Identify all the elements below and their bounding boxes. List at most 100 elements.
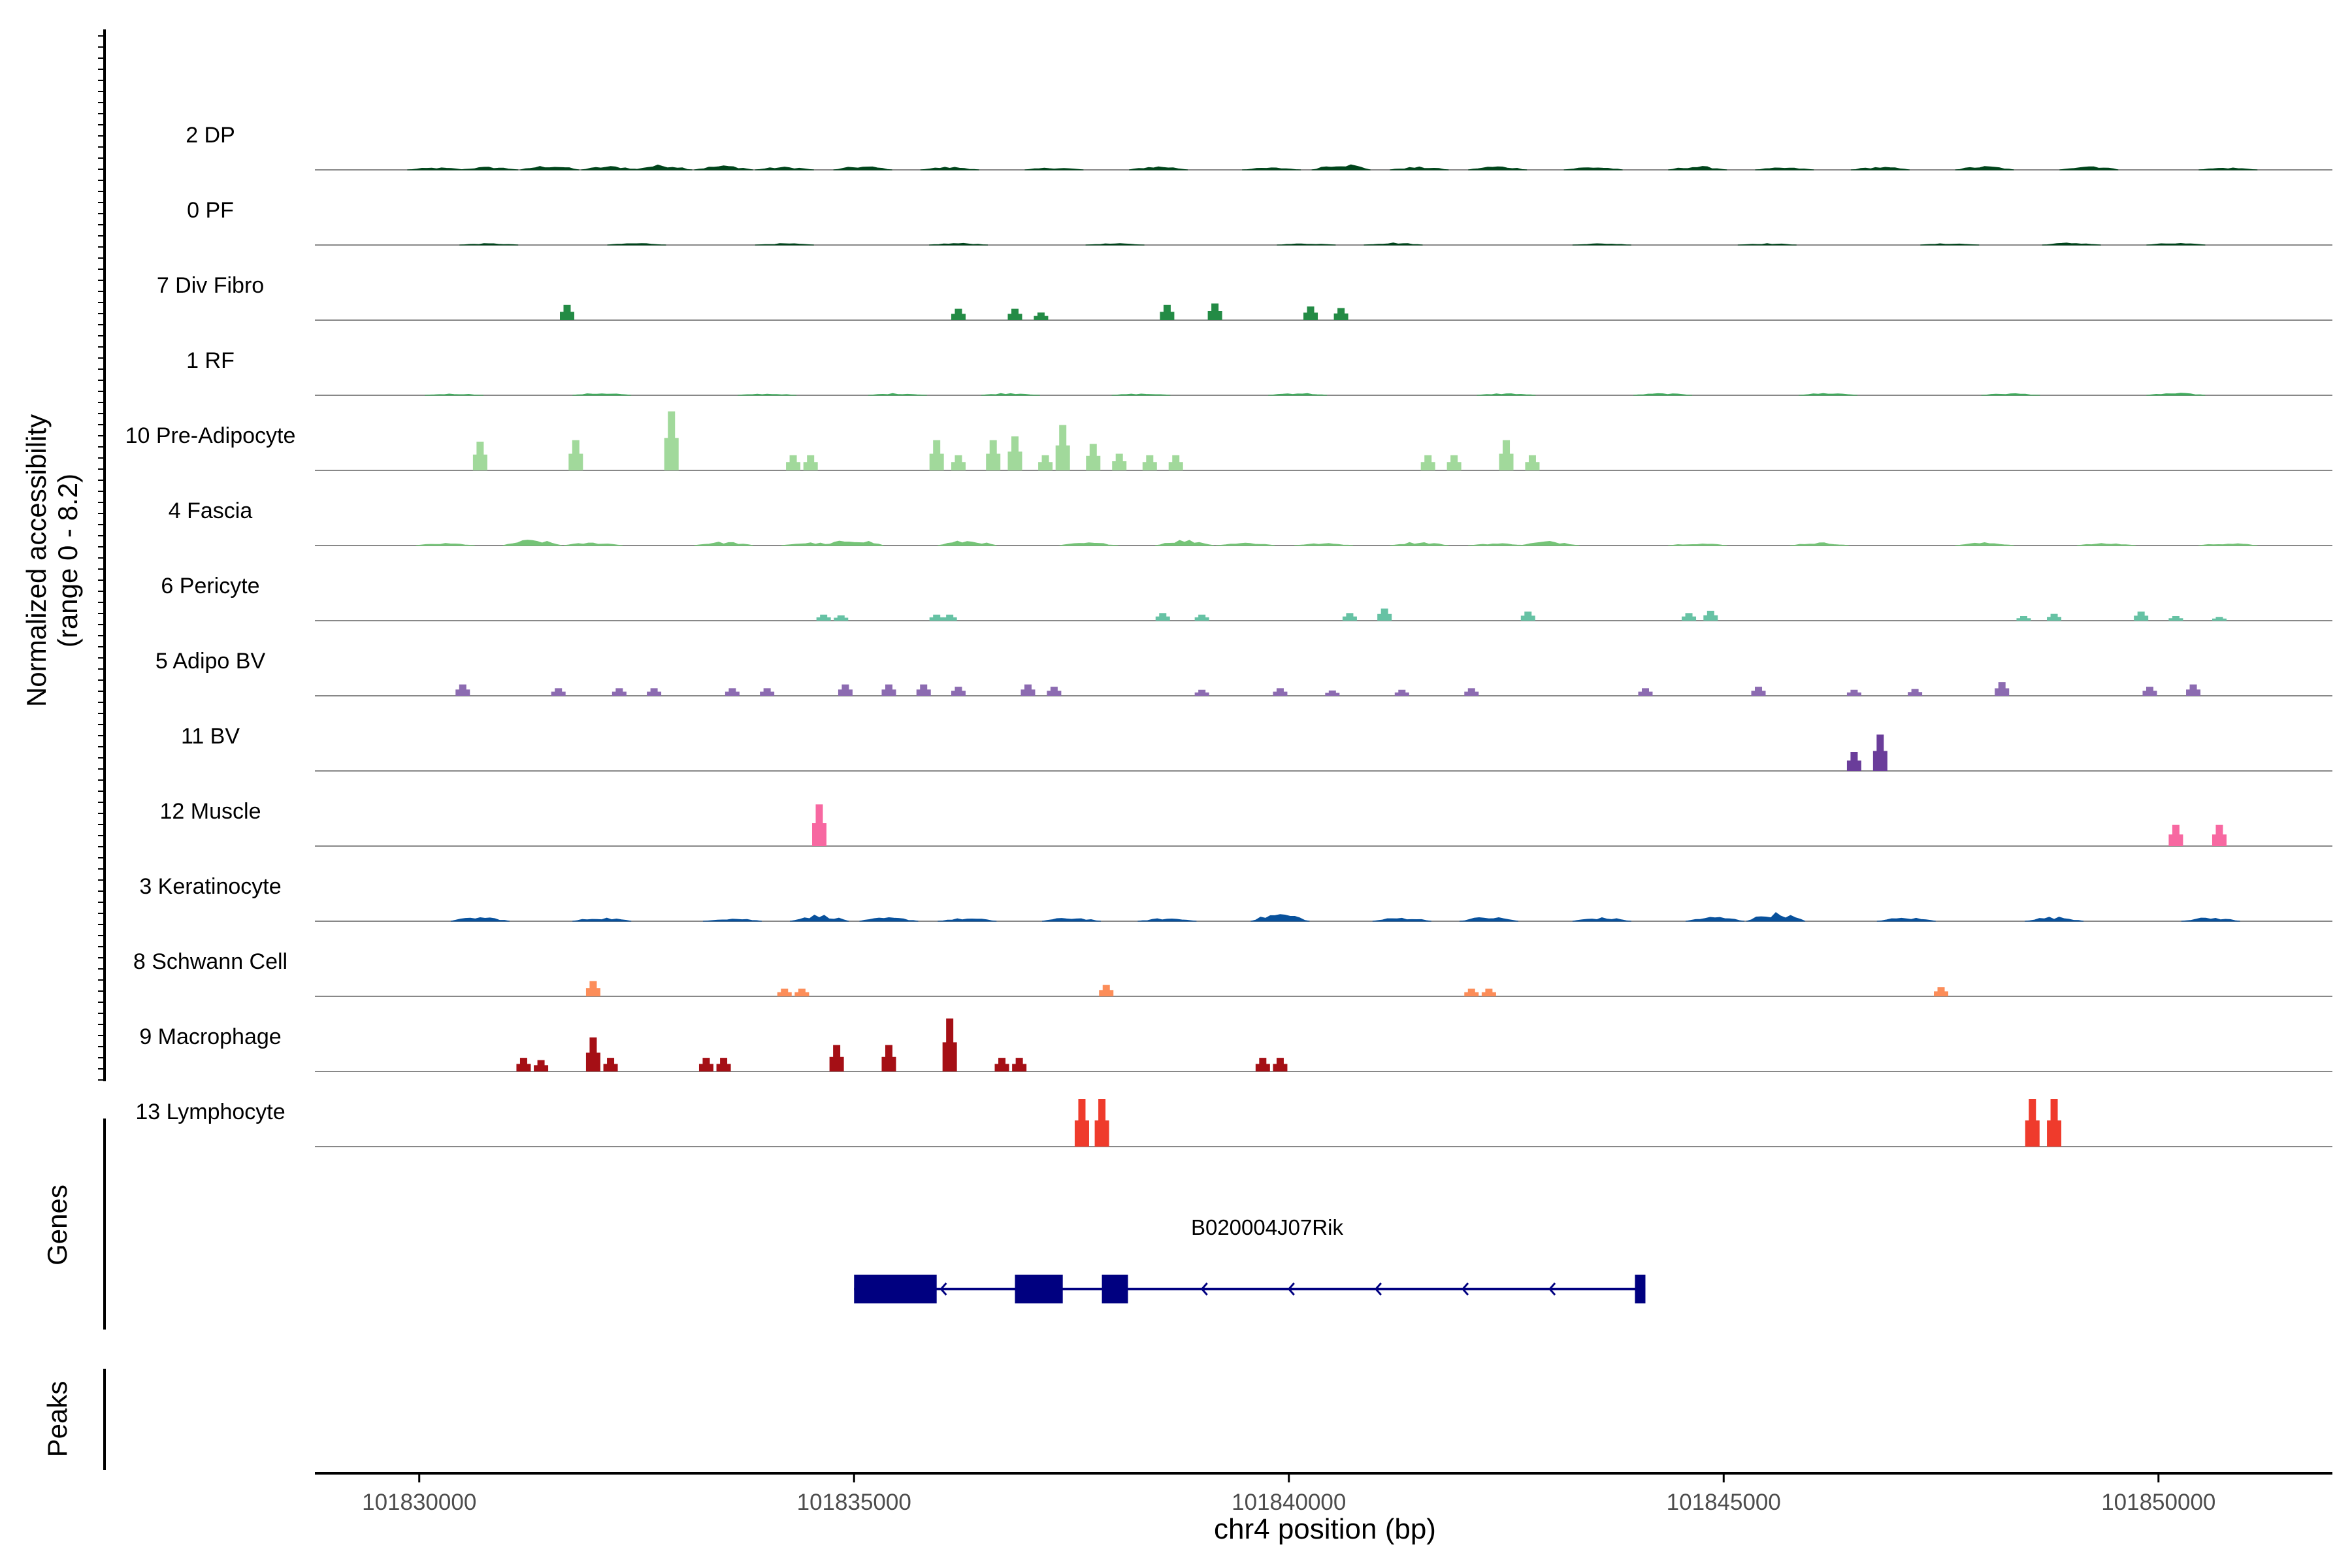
coverage-peak	[928, 242, 988, 246]
y-axis-label-line-2: (range 0 - 8.2)	[52, 474, 83, 647]
track-label: 2 DP	[186, 123, 235, 148]
coverage-peak	[1099, 985, 1114, 996]
coverage-peak	[1333, 308, 1348, 320]
coverage-peak	[416, 543, 475, 546]
coverage-peak	[1525, 455, 1540, 470]
coverage-peak	[459, 167, 519, 171]
coverage-peak	[2212, 617, 2227, 621]
coverage-peak	[1468, 166, 1527, 171]
coverage-peak	[1207, 303, 1222, 320]
coverage-peak	[603, 1058, 618, 1071]
coverage-peak	[2134, 612, 2149, 621]
coverage-peak	[1268, 393, 1328, 396]
coverage-peak	[1255, 1058, 1270, 1071]
coverage-peak	[777, 988, 792, 996]
coverage-peak	[868, 393, 927, 396]
coverage-peak	[816, 614, 831, 621]
coverage-peak	[725, 688, 740, 696]
coverage-peak	[1572, 243, 1631, 246]
coverage-peak	[812, 804, 826, 846]
coverage-peak	[1846, 689, 1861, 696]
coverage-peak	[1311, 164, 1371, 171]
coverage-peak	[1364, 242, 1423, 246]
coverage-peak	[1137, 918, 1197, 922]
coverage-peak	[1273, 688, 1288, 696]
coverage-peak	[1876, 917, 1936, 922]
peaks-panel-label: Peaks	[42, 1381, 73, 1458]
x-tick-label: 101830000	[362, 1490, 476, 1515]
coverage-peak	[1342, 613, 1357, 621]
coverage-peak	[1464, 688, 1479, 696]
track-label: 12 Muscle	[160, 799, 261, 824]
gene-name: B020004J07Rik	[1191, 1215, 1343, 1239]
coverage-peak	[929, 614, 944, 621]
gene-exon	[854, 1275, 937, 1303]
genes-panel: Genes B020004J07Rik	[42, 1119, 1646, 1330]
coverage-peak	[424, 393, 484, 396]
coverage-peak	[2198, 543, 2258, 546]
coverage-peak	[1038, 455, 1053, 470]
coverage-peak	[1481, 988, 1496, 996]
track-13: 13 Lymphocyte	[135, 1099, 2332, 1147]
coverage-peak	[1012, 1058, 1027, 1071]
coverage-peak	[1520, 612, 1535, 621]
coverage-peak	[838, 684, 853, 696]
coverage-peak	[572, 917, 632, 922]
track-1: 0 PF	[187, 198, 2332, 246]
coverage-peak	[1755, 167, 1814, 171]
coverage-peak	[568, 440, 583, 470]
coverage-peak	[1034, 312, 1049, 320]
coverage-peak	[1746, 912, 1806, 922]
x-tick-label: 101845000	[1667, 1490, 1781, 1515]
strand-arrow	[1548, 1282, 1556, 1296]
coverage-peak	[789, 915, 849, 922]
coverage-peak	[2047, 1099, 2062, 1147]
track-0: 2 DP	[186, 123, 2332, 171]
coverage-peak	[1112, 453, 1127, 470]
track-7: 5 Adipo BV	[155, 649, 2332, 696]
strand-arrow	[1287, 1282, 1295, 1296]
y-axis	[98, 29, 106, 1081]
coverage-peak	[1372, 917, 1431, 922]
x-tick-label: 101850000	[2101, 1490, 2215, 1515]
coverage-peak	[664, 411, 679, 470]
coverage-peak	[459, 243, 519, 246]
coverage-peak	[1520, 540, 1580, 546]
coverage-peak	[1668, 543, 1727, 546]
coverage-peak	[1277, 243, 1336, 246]
strand-arrow	[1374, 1282, 1382, 1296]
coverage-peak	[1273, 1058, 1288, 1071]
coverage-peak	[1294, 543, 1354, 546]
coverage-peak	[1142, 455, 1157, 470]
coverage-peak	[581, 166, 640, 171]
coverage-peak	[702, 919, 762, 922]
track-9: 12 Muscle	[160, 799, 2332, 847]
coverage-peak	[929, 440, 944, 470]
x-axis: 101830000 101835000 101840000 101845000 1018…	[315, 1472, 2332, 1515]
coverage-peak	[986, 440, 1001, 470]
track-2: 7 Div Fibro	[157, 273, 2332, 321]
coverage-peak	[794, 988, 809, 996]
coverage-peak	[1477, 393, 1536, 396]
track-label: 7 Div Fibro	[157, 273, 264, 298]
track-8: 11 BV	[181, 724, 2332, 772]
track-label: 11 BV	[181, 724, 240, 749]
track-label: 3 Keratinocyte	[139, 874, 281, 899]
coverage-peak	[1021, 684, 1036, 696]
coverage-peak	[1798, 393, 1858, 396]
coverage-peak	[881, 684, 896, 696]
coverage-peak	[859, 917, 919, 922]
coverage-peak	[1981, 393, 2040, 396]
coverage-peak	[2042, 242, 2101, 246]
coverage-peak	[534, 1060, 549, 1071]
coverage-peak	[2146, 393, 2206, 396]
coverage-peak	[938, 540, 997, 546]
coverage-peak	[612, 688, 627, 696]
coverage-peak	[1955, 542, 2014, 546]
coverage-peak	[1633, 393, 1693, 396]
coverage-peak	[1007, 436, 1022, 470]
coverage-peak	[407, 167, 466, 171]
y-axis-label-line-1: Normalized accessibility	[21, 414, 52, 707]
coverage-peak	[1751, 687, 1766, 696]
coverage-peak	[1047, 687, 1062, 696]
